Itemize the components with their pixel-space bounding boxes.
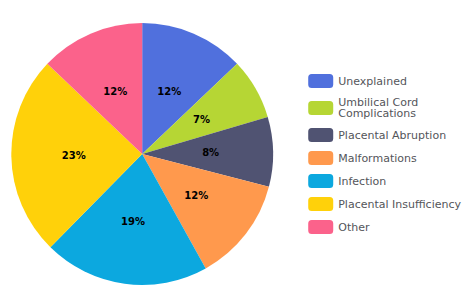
svg-text:Unexplained: Unexplained [338,75,407,88]
svg-text:19%: 19% [121,216,145,227]
svg-text:Infection: Infection [338,175,386,188]
svg-text:12%: 12% [103,86,127,97]
svg-text:12%: 12% [157,86,181,97]
svg-text:23%: 23% [62,150,86,161]
svg-text:Complications: Complications [338,107,416,120]
svg-text:Placental Insufficiency: Placental Insufficiency [338,198,461,211]
svg-text:8%: 8% [202,147,219,158]
svg-text:Placental Abruption: Placental Abruption [338,129,446,142]
svg-text:Malformations: Malformations [338,152,417,165]
svg-text:12%: 12% [184,190,208,201]
svg-text:Umbilical Cord: Umbilical Cord [338,96,419,109]
svg-text:7%: 7% [193,114,210,125]
svg-text:Other: Other [338,221,370,234]
